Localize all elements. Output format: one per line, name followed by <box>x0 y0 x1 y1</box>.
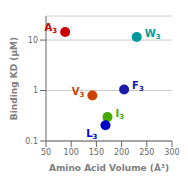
svg-text:V3: V3 <box>72 86 85 99</box>
svg-text:300: 300 <box>164 148 179 157</box>
svg-text:A3: A3 <box>45 22 58 35</box>
svg-text:Binding KD (μM): Binding KD (μM) <box>9 37 19 120</box>
svg-text:250: 250 <box>139 148 154 157</box>
svg-text:0.1: 0.1 <box>25 137 38 146</box>
svg-text:L3: L3 <box>86 128 97 141</box>
svg-text:1: 1 <box>33 86 38 95</box>
svg-text:50: 50 <box>41 148 51 157</box>
svg-text:F3: F3 <box>132 80 144 93</box>
svg-text:10: 10 <box>28 36 38 45</box>
svg-text:I3: I3 <box>115 108 124 121</box>
svg-text:100: 100 <box>64 148 79 157</box>
svg-text:W3: W3 <box>145 28 161 41</box>
svg-text:Amino Acid Volume (Å³): Amino Acid Volume (Å³) <box>49 163 169 173</box>
svg-text:200: 200 <box>114 148 129 157</box>
svg-text:150: 150 <box>89 148 104 157</box>
